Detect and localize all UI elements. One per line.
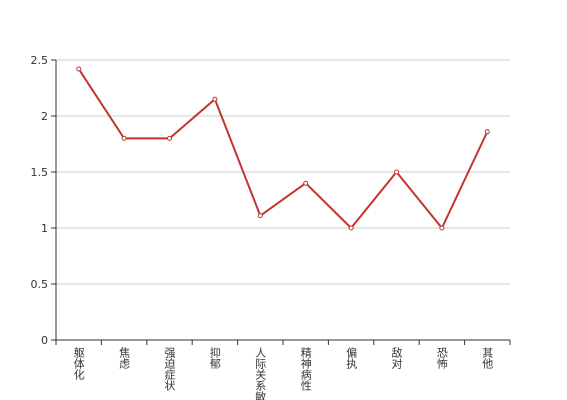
point bbox=[76, 66, 82, 72]
point bbox=[167, 135, 172, 141]
y-tick-label: 0.5 bbox=[31, 278, 49, 291]
x-tick-label: 强迫症状 bbox=[163, 347, 176, 391]
point bbox=[303, 180, 309, 186]
y-tick-label: 1 bbox=[41, 222, 48, 235]
series-line bbox=[77, 68, 489, 230]
y-tick-label: 2.5 bbox=[31, 54, 49, 67]
point bbox=[348, 225, 354, 231]
x-tick-label: 焦虑 bbox=[118, 347, 131, 369]
y-tick-label: 2 bbox=[41, 110, 48, 123]
x-tick-label: 精神病性 bbox=[299, 347, 312, 392]
point bbox=[484, 129, 490, 135]
point bbox=[439, 225, 445, 231]
point bbox=[121, 135, 127, 141]
x-tick-label: 其他 bbox=[481, 347, 494, 369]
point bbox=[212, 96, 218, 102]
x-tick-label: 偏执 bbox=[345, 346, 358, 370]
x-tick-label: 抑郁 bbox=[208, 346, 221, 369]
x-tick-label: 恐怖 bbox=[435, 347, 448, 369]
x-tick-label: 躯体化 bbox=[72, 347, 85, 381]
point bbox=[257, 213, 263, 219]
x-tick-label: 敌对 bbox=[390, 346, 403, 369]
y-tick-label: 1.5 bbox=[31, 166, 49, 179]
y-tick-label: 0 bbox=[41, 334, 48, 347]
x-tick-label: 人际关系敏感 bbox=[254, 347, 267, 400]
point bbox=[394, 169, 399, 175]
